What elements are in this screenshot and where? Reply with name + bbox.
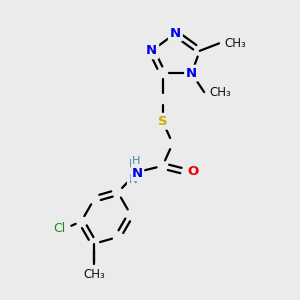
Text: CH₃: CH₃ — [83, 268, 105, 281]
Text: H
N: H N — [129, 158, 137, 186]
Text: N: N — [146, 44, 157, 57]
Text: N: N — [186, 67, 197, 80]
Text: S: S — [158, 115, 167, 128]
Text: CH₃: CH₃ — [209, 85, 231, 99]
Text: Cl: Cl — [53, 222, 66, 235]
Text: H: H — [132, 156, 140, 166]
Text: CH₃: CH₃ — [209, 85, 231, 99]
Text: CH₃: CH₃ — [83, 268, 105, 281]
Text: N: N — [170, 27, 181, 40]
Text: CH₃: CH₃ — [224, 37, 246, 50]
Text: CH₃: CH₃ — [224, 37, 246, 50]
Text: N: N — [132, 167, 143, 180]
Text: O: O — [187, 166, 198, 178]
